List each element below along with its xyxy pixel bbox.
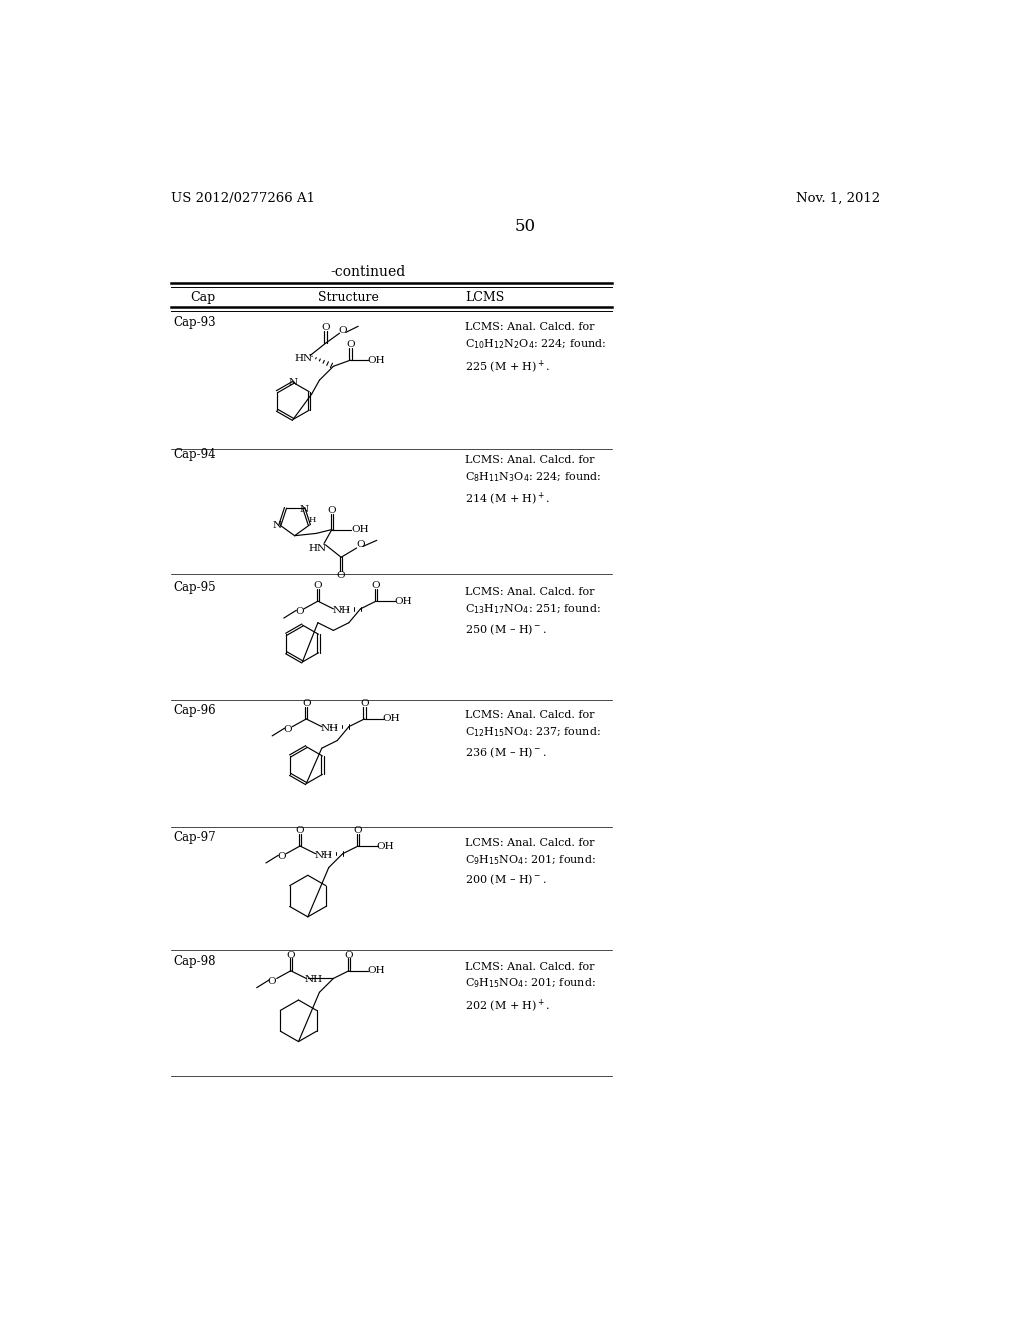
Text: OH: OH [383, 714, 400, 723]
Text: US 2012/0277266 A1: US 2012/0277266 A1 [171, 191, 314, 205]
Text: O: O [356, 540, 365, 549]
Text: -continued: -continued [331, 265, 406, 280]
Text: N: N [299, 504, 308, 513]
Text: O: O [346, 341, 354, 350]
Text: HN: HN [309, 544, 327, 553]
Text: H: H [309, 516, 316, 524]
Text: 50: 50 [514, 218, 536, 235]
Text: OH: OH [377, 842, 394, 850]
Text: O: O [360, 700, 369, 708]
Text: N: N [272, 520, 282, 529]
Text: OH: OH [351, 525, 369, 535]
Text: OH: OH [394, 597, 412, 606]
Text: LCMS: Anal. Calcd. for
C$_9$H$_{15}$NO$_4$: 201; found:
200 (M – H)$^-$.: LCMS: Anal. Calcd. for C$_9$H$_{15}$NO$_… [465, 838, 596, 887]
Text: NH: NH [332, 606, 350, 615]
Text: O: O [328, 506, 336, 515]
Text: O: O [337, 572, 345, 581]
Text: Cap-93: Cap-93 [173, 315, 216, 329]
Text: Cap-96: Cap-96 [173, 704, 216, 717]
Text: Cap-94: Cap-94 [173, 449, 216, 462]
Text: Nov. 1, 2012: Nov. 1, 2012 [796, 191, 880, 205]
Text: Cap-97: Cap-97 [173, 832, 216, 843]
Text: O: O [302, 700, 310, 708]
Text: Cap-98: Cap-98 [173, 954, 215, 968]
Text: LCMS: Anal. Calcd. for
C$_{13}$H$_{17}$NO$_4$: 251; found:
250 (M – H)$^-$.: LCMS: Anal. Calcd. for C$_{13}$H$_{17}$N… [465, 587, 601, 636]
Text: O: O [338, 326, 347, 335]
Text: O: O [295, 607, 303, 616]
Text: O: O [284, 725, 292, 734]
Text: N: N [289, 378, 298, 387]
Text: O: O [268, 977, 276, 986]
Text: O: O [344, 950, 353, 960]
Text: O: O [313, 581, 323, 590]
Text: LCMS: Anal. Calcd. for
C$_{10}$H$_{12}$N$_2$O$_4$: 224; found:
225 (M + H)$^+$.: LCMS: Anal. Calcd. for C$_{10}$H$_{12}$N… [465, 322, 606, 375]
Text: NH: NH [305, 975, 323, 985]
Text: O: O [296, 826, 304, 836]
Text: NH: NH [314, 851, 333, 859]
Text: Cap: Cap [190, 290, 215, 304]
Text: O: O [354, 826, 362, 836]
Text: O: O [322, 323, 330, 333]
Text: LCMS: LCMS [465, 290, 505, 304]
Text: O: O [287, 950, 295, 960]
Text: LCMS: Anal. Calcd. for
C$_{12}$H$_{15}$NO$_4$: 237; found:
236 (M – H)$^-$.: LCMS: Anal. Calcd. for C$_{12}$H$_{15}$N… [465, 710, 601, 760]
Text: O: O [278, 853, 286, 861]
Text: OH: OH [368, 966, 385, 975]
Text: O: O [372, 581, 380, 590]
Text: HN: HN [295, 354, 313, 363]
Text: LCMS: Anal. Calcd. for
C$_9$H$_{15}$NO$_4$: 201; found:
202 (M + H)$^+$.: LCMS: Anal. Calcd. for C$_9$H$_{15}$NO$_… [465, 961, 596, 1014]
Text: OH: OH [368, 355, 385, 364]
Text: LCMS: Anal. Calcd. for
C$_8$H$_{11}$N$_3$O$_4$: 224; found:
214 (M + H)$^+$.: LCMS: Anal. Calcd. for C$_8$H$_{11}$N$_3… [465, 455, 601, 507]
Text: NH: NH [321, 723, 339, 733]
Text: Structure: Structure [318, 290, 379, 304]
Text: Cap-95: Cap-95 [173, 581, 216, 594]
